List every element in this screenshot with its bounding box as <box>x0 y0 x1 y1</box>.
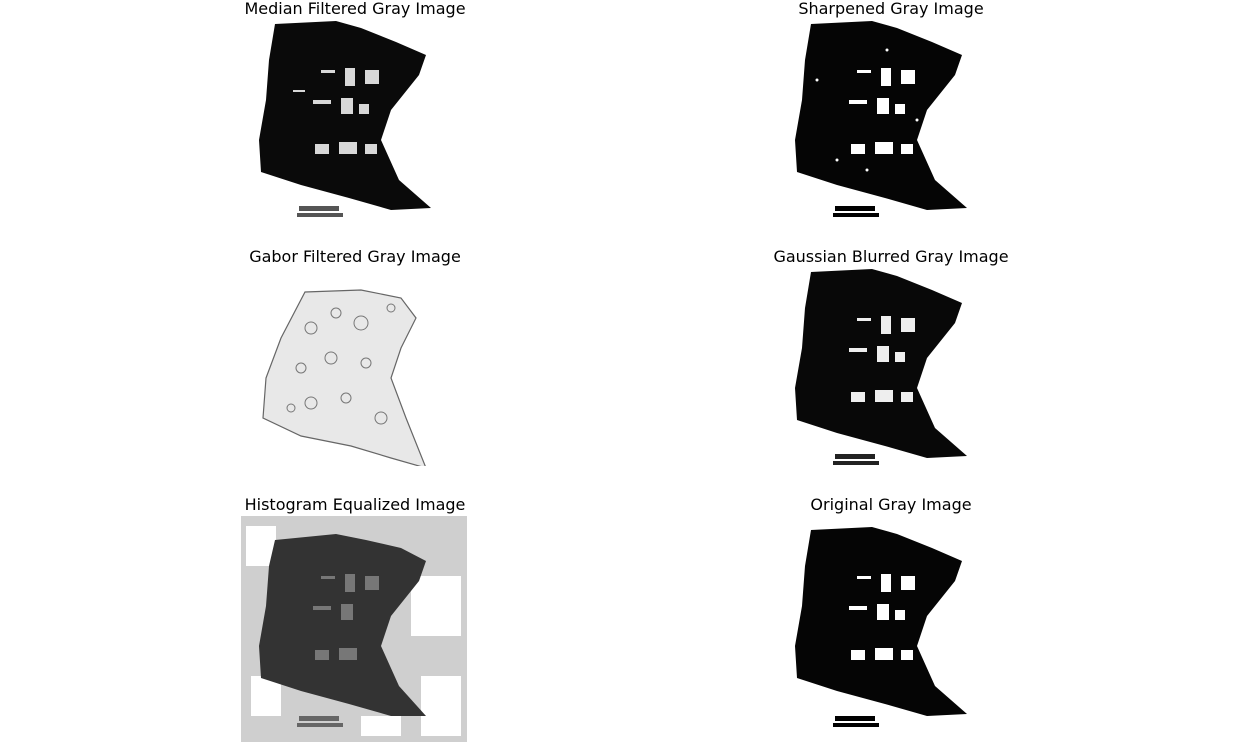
panel-title: Gabor Filtered Gray Image <box>249 247 461 266</box>
panel-sharpened: Sharpened Gray Image <box>736 0 1046 240</box>
panel-title: Gaussian Blurred Gray Image <box>773 247 1009 266</box>
original-gray-image <box>777 516 1005 742</box>
panel-original-gray: Original Gray Image <box>736 495 1046 755</box>
gabor-filtered-image <box>241 268 469 466</box>
panel-histogram-equalized: Histogram Equalized Image <box>200 495 510 755</box>
sharpened-image <box>777 20 1005 218</box>
panel-title: Median Filtered Gray Image <box>244 0 466 18</box>
panel-median-filtered: Median Filtered Gray Image <box>200 0 510 240</box>
panel-gabor-filtered: Gabor Filtered Gray Image <box>200 247 510 488</box>
panel-title: Sharpened Gray Image <box>798 0 984 18</box>
histogram-equalized-image <box>241 516 469 742</box>
gaussian-blurred-image <box>777 268 1005 466</box>
panel-title: Original Gray Image <box>810 495 972 514</box>
median-filtered-image <box>241 20 469 218</box>
panel-title: Histogram Equalized Image <box>244 495 466 514</box>
panel-gaussian-blurred: Gaussian Blurred Gray Image <box>736 247 1046 488</box>
